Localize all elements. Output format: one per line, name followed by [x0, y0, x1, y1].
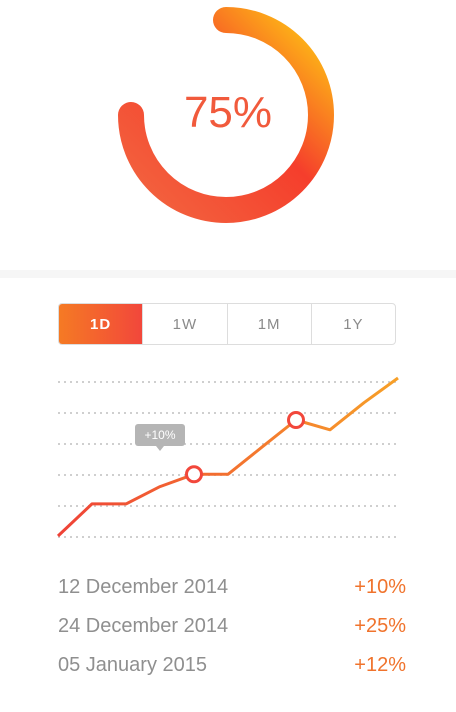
progress-ring [118, 7, 334, 223]
progress-gauge-card: 75% [0, 0, 456, 270]
tab-1w[interactable]: 1W [142, 304, 226, 344]
event-date: 24 December 2014 [58, 615, 229, 637]
highlight-point[interactable] [287, 411, 305, 429]
event-change: +12% [354, 654, 406, 676]
series-line [56, 376, 399, 538]
progress-arc [118, 7, 334, 223]
tab-1d[interactable]: 1D [59, 304, 143, 344]
event-row: 12 December 2014 +10% [58, 568, 406, 607]
highlight-point[interactable] [185, 465, 203, 484]
event-change: +10% [354, 576, 406, 598]
events-list: 12 December 2014 +10% 24 December 2014 +… [58, 568, 406, 685]
trend-line-chart [56, 376, 399, 538]
data-point-tooltip: +10% [135, 424, 185, 451]
event-change: +25% [354, 615, 406, 637]
time-range-tabs: 1D 1W 1M 1Y [58, 303, 396, 345]
tab-1y[interactable]: 1Y [310, 304, 395, 344]
stats-card: 1D 1W 1M 1Y +10% 12 December 2014 +10% 2… [0, 278, 456, 712]
section-divider [0, 270, 456, 278]
tab-1m[interactable]: 1M [226, 304, 311, 344]
event-date: 12 December 2014 [58, 576, 229, 598]
event-row: 05 January 2015 +12% [58, 646, 406, 685]
event-row: 24 December 2014 +25% [58, 607, 406, 646]
event-date: 05 January 2015 [58, 654, 208, 676]
progress-value: 75% [183, 88, 273, 137]
